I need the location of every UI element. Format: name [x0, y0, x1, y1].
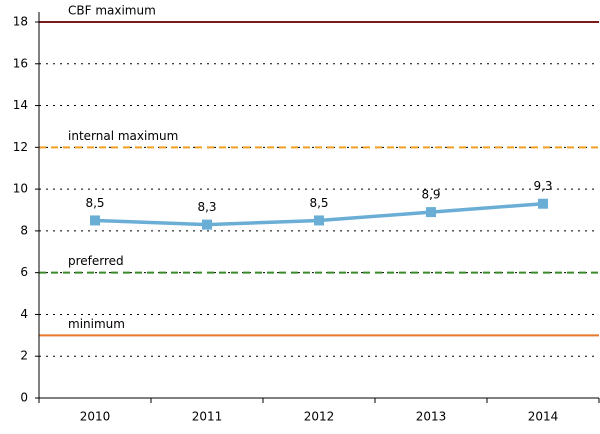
y-tick-label: 16	[13, 56, 28, 70]
data-label: 8,5	[309, 196, 328, 210]
marker	[202, 219, 212, 230]
reference-label: internal maximum	[68, 129, 178, 143]
x-tick-label: 2010	[80, 410, 111, 424]
data-label: 8,3	[197, 200, 216, 214]
marker	[426, 207, 436, 218]
y-tick-label: 10	[13, 182, 28, 196]
y-tick-label: 6	[20, 265, 28, 279]
y-tick-label: 14	[13, 98, 28, 112]
x-tick-label: 2013	[416, 410, 447, 424]
y-tick-label: 0	[20, 391, 28, 405]
y-tick-label: 2	[20, 349, 28, 363]
x-tick-label: 2011	[192, 410, 223, 424]
data-label: 8,9	[421, 188, 440, 202]
marker	[538, 198, 548, 209]
reference-label: CBF maximum	[68, 4, 156, 18]
x-tick-label: 2012	[304, 410, 335, 424]
data-label: 8,5	[85, 196, 104, 210]
y-tick-label: 4	[20, 307, 28, 321]
y-tick-label: 8	[20, 223, 28, 237]
marker	[90, 215, 100, 226]
y-tick-label: 18	[13, 15, 28, 29]
y-tick-label: 12	[13, 140, 28, 154]
reference-label: preferred	[68, 254, 124, 268]
reference-label: minimum	[68, 317, 125, 331]
data-label: 9,3	[533, 179, 552, 193]
x-tick-label: 2014	[528, 410, 559, 424]
marker	[314, 215, 324, 226]
